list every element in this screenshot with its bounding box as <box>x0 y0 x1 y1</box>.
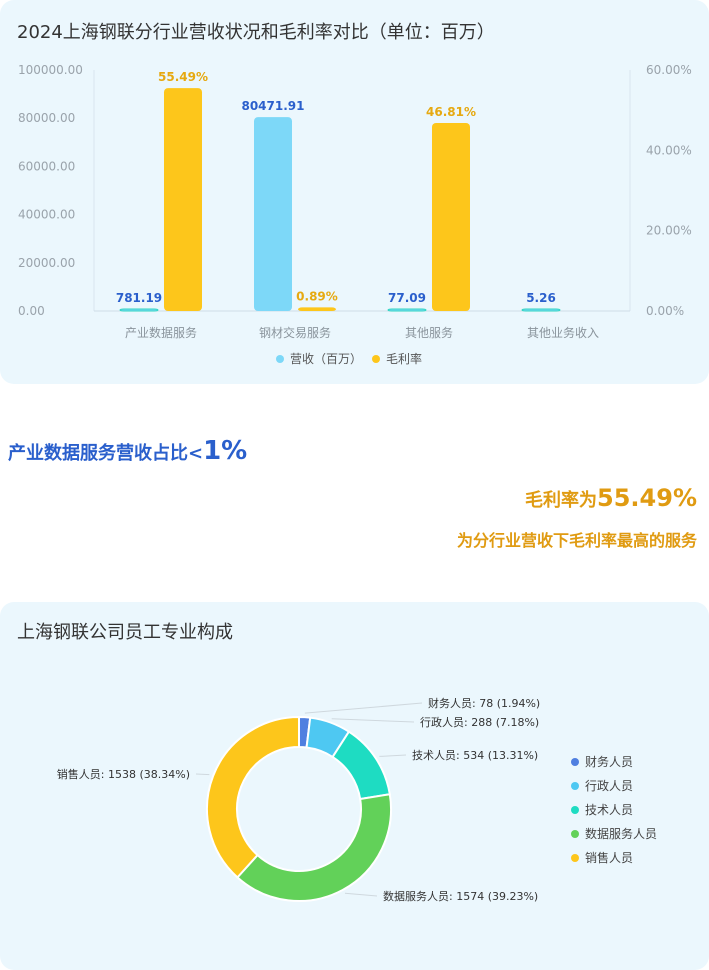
highlight-revenue-share-text: 产业数据服务营收占比< <box>8 443 204 464</box>
highlight-gross-margin-text: 毛利率为 <box>525 490 598 511</box>
staff-chart-title: 上海钢联公司员工专业构成 <box>17 622 233 643</box>
x-axis-tick: 钢材交易服务 <box>259 325 331 340</box>
legend-marker <box>571 806 579 814</box>
bar-legend: 营收（百万） 毛利率 <box>276 351 422 366</box>
right-axis-tick: 40.00% <box>646 143 692 157</box>
left-axis-tick: 60000.00 <box>18 159 75 173</box>
donut-slice <box>236 793 392 902</box>
leader-line <box>331 718 415 723</box>
legend-label: 技术人员 <box>585 803 633 817</box>
leader-line <box>195 773 210 776</box>
margin-data-label: 46.81% <box>426 105 476 119</box>
leader-line <box>344 892 378 897</box>
slice-label: 财务人员: 78 (1.94%) <box>428 696 540 710</box>
legend-marker <box>571 854 579 862</box>
leader-line <box>304 702 423 714</box>
margin-bar <box>298 307 336 311</box>
revenue-bar <box>254 117 292 311</box>
x-axis-tick: 其他业务收入 <box>527 325 599 340</box>
left-axis-tick: 0.00 <box>18 304 45 318</box>
highlight-revenue-share-value: 1% <box>203 436 248 466</box>
slice-label: 技术人员: 534 (13.31%) <box>412 749 538 762</box>
slice-label: 行政人员: 288 (7.18%) <box>420 715 539 729</box>
legend-marker <box>571 782 579 790</box>
highlight-gross-margin-value: 55.49% <box>597 484 697 512</box>
x-axis-tick: 其他服务 <box>405 325 453 340</box>
staff-chart-card <box>0 602 709 970</box>
legend-marker <box>372 355 380 363</box>
left-axis-tick: 100000.00 <box>18 63 83 77</box>
margin-data-label: 55.49% <box>158 70 208 84</box>
legend-label: 财务人员 <box>585 754 633 769</box>
x-axis-tick: 产业数据服务 <box>125 325 197 340</box>
left-axis-tick: 80000.00 <box>18 111 75 125</box>
revenue-data-label: 80471.91 <box>241 99 304 113</box>
slice-label: 销售人员: 1538 (38.34%) <box>57 767 190 781</box>
legend-label: 销售人员 <box>585 850 633 865</box>
margin-bar <box>432 122 470 312</box>
highlight-gross-margin: 毛利率为55.49% <box>525 484 697 512</box>
revenue-chart-title: 2024上海钢联分行业营收状况和毛利率对比（单位：百万） <box>17 22 495 43</box>
legend-marker <box>571 830 579 838</box>
right-axis-tick: 60.00% <box>646 63 692 77</box>
margin-data-label: 0.89% <box>296 289 338 303</box>
leader-line <box>379 754 407 757</box>
legend-label: 毛利率 <box>386 351 422 366</box>
legend-label: 行政人员 <box>585 779 633 793</box>
right-axis-tick: 0.00% <box>646 304 684 318</box>
revenue-data-label: 5.26 <box>526 291 556 305</box>
highlight-best-service: 为分行业营收下毛利率最高的服务 <box>456 531 697 550</box>
revenue-data-label: 781.19 <box>116 291 162 305</box>
margin-bar <box>164 88 202 311</box>
left-axis-tick: 40000.00 <box>18 208 75 222</box>
revenue-data-label: 77.09 <box>388 291 426 305</box>
legend-marker <box>571 758 579 766</box>
highlight-revenue-share: 产业数据服务营收占比<1% <box>8 436 247 466</box>
legend-marker <box>276 355 284 363</box>
donut-slice <box>331 730 391 801</box>
legend-label: 数据服务人员 <box>585 826 657 841</box>
right-axis-tick: 20.00% <box>646 224 692 238</box>
revenue-bar <box>521 308 561 312</box>
revenue-chart-card <box>0 0 709 384</box>
donut-slice <box>206 715 300 879</box>
legend-label: 营收（百万） <box>290 352 362 366</box>
slice-label: 数据服务人员: 1574 (39.23%) <box>383 889 538 903</box>
left-axis-tick: 20000.00 <box>18 256 75 270</box>
staff-composition-donut-chart: 财务人员: 78 (1.94%) 行政人员: 288 (7.18%) 技术人员: 5… <box>57 696 657 903</box>
revenue-bar <box>119 308 159 312</box>
revenue-margin-bar-chart: 0.00 20000.00 40000.00 60000.00 80000.00 1000… <box>18 63 692 366</box>
revenue-bar <box>387 308 427 312</box>
